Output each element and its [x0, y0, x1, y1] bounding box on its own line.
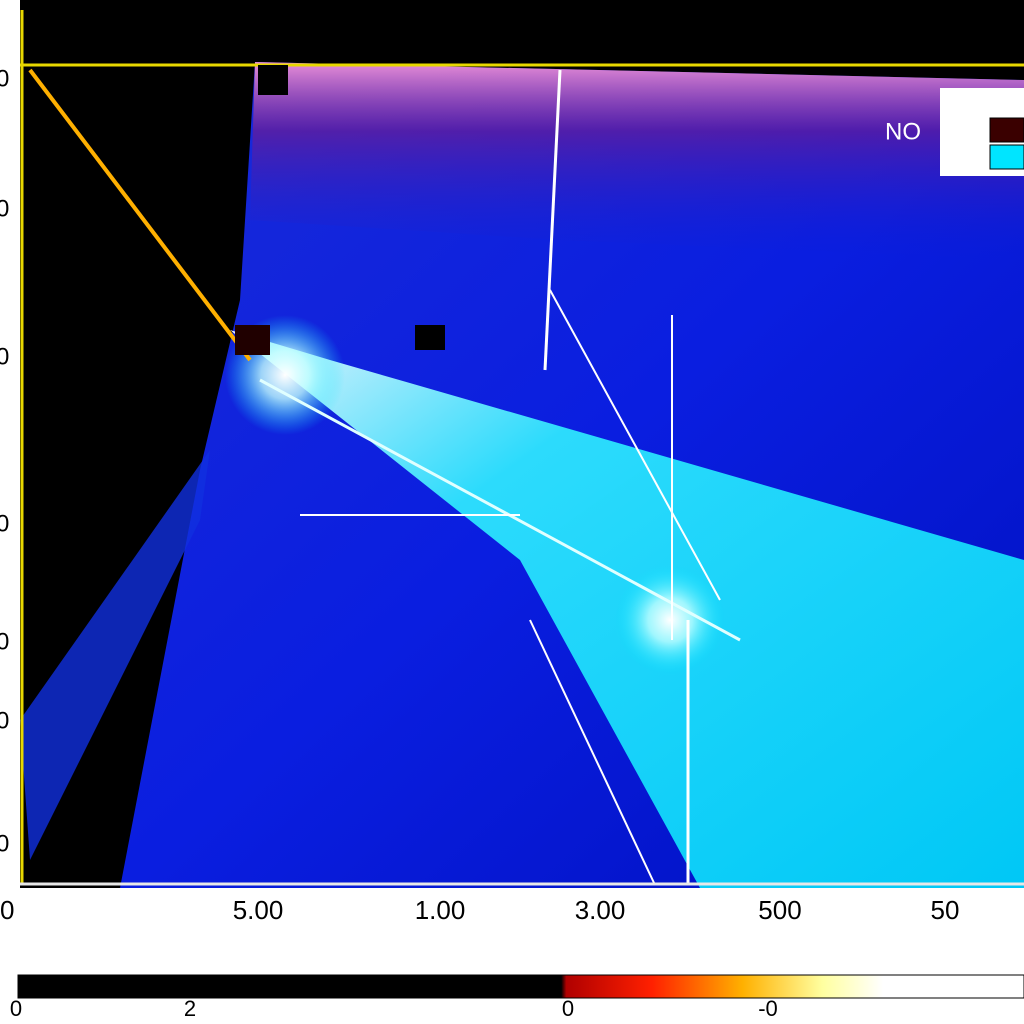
legend: Nst NO — [885, 83, 1024, 176]
blob — [258, 65, 288, 95]
legend-label: NO — [885, 118, 921, 145]
legend-swatch — [989, 144, 1024, 170]
x-tick-label: 5.00 — [233, 895, 284, 925]
streak — [549, 289, 721, 601]
x-tick-label: 50 — [931, 895, 960, 925]
blob — [235, 325, 270, 355]
y-tick-label: 0 — [0, 510, 9, 537]
streak — [529, 619, 656, 886]
x-tick-label: 00 — [0, 895, 14, 925]
y-tick-label: 0 — [0, 343, 9, 370]
colorbar — [17, 974, 1024, 999]
blob — [415, 325, 445, 350]
top-glow — [250, 62, 1024, 260]
left-band — [20, 450, 210, 860]
streak — [543, 69, 562, 371]
streak — [259, 378, 741, 642]
colorbar-label: -0 — [758, 996, 778, 1021]
streak — [28, 68, 252, 362]
y-tick-label: 0 — [0, 628, 9, 655]
colorbar-label: 0 — [10, 996, 22, 1021]
flare — [615, 565, 725, 675]
y-tick-label: 0 — [0, 707, 9, 734]
legend-swatch — [989, 117, 1024, 143]
colorbar-label: 0 — [562, 996, 574, 1021]
x-tick-label: 500 — [758, 895, 801, 925]
x-tick-label: 3.00 — [575, 895, 626, 925]
y-tick-label: 0 — [0, 195, 9, 222]
y-tick-label: 0 — [0, 65, 9, 92]
y-tick-label: 0 — [0, 830, 9, 857]
x-tick-label: 1.00 — [415, 895, 466, 925]
legend-label: Nst — [990, 83, 1024, 110]
colorbar-label: 2 — [184, 996, 196, 1021]
